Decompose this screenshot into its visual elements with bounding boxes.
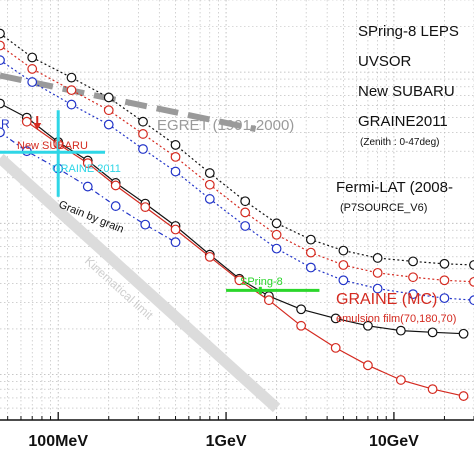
data-point-top-blue <box>439 293 450 304</box>
x-tick-label: 10GeV <box>369 433 419 450</box>
data-point-top-blue <box>138 144 148 154</box>
data-point-top-black <box>408 256 418 267</box>
data-point-mc-black <box>296 304 307 315</box>
spring8-point-label: SPring-8 <box>240 276 283 288</box>
x-tick-label: 100MeV <box>28 433 88 450</box>
legend-uvsor: UVSOR <box>358 53 412 70</box>
data-point-top-black <box>27 52 38 63</box>
data-point-top-red <box>338 260 349 270</box>
data-point-mc-red <box>204 251 215 262</box>
data-point-mc-red <box>140 202 151 213</box>
data-point-mc-red <box>170 224 181 235</box>
data-point-top-black <box>204 168 215 178</box>
data-point-top-blue <box>103 119 114 130</box>
series-line-egret <box>0 72 257 133</box>
data-point-top-blue <box>305 262 316 273</box>
data-point-top-blue <box>27 77 38 87</box>
data-point-mc-black <box>330 313 341 324</box>
data-point-top-black <box>138 116 148 127</box>
data-point-top-red <box>439 275 450 286</box>
data-point-top-red <box>204 179 215 190</box>
data-point-mc-black <box>363 320 373 331</box>
legend-zenith: (Zenith : 0-47deg) <box>360 137 440 148</box>
data-point-mc-red <box>110 180 121 191</box>
new-subaru-point-label: New SUBARU <box>17 140 88 152</box>
x-ticks: 100MeV 1GeV 10GeV <box>7 412 474 450</box>
data-point-top-black <box>305 234 316 245</box>
data-point-top-black <box>439 258 450 269</box>
legend-leps: SPring-8 LEPS <box>358 23 459 40</box>
data-point-top-red <box>103 105 114 116</box>
data-point-mc-red <box>330 342 341 353</box>
data-point-top-red <box>469 276 474 287</box>
data-point-mc-blue <box>140 219 151 230</box>
data-point-mc-blue <box>170 237 181 248</box>
data-point-mc-red <box>458 391 469 401</box>
fermi-sublabel: (P7SOURCE_V6) <box>340 202 427 214</box>
r-label: R <box>1 117 10 131</box>
data-point-mc-red <box>395 375 406 385</box>
legend-new-subaru: New SUBARU <box>358 83 455 100</box>
measurements-group <box>0 110 320 295</box>
reference-lines <box>0 72 281 413</box>
data-point-top-red <box>138 129 148 139</box>
data-point-top-blue <box>204 194 215 204</box>
data-point-top-black <box>170 140 181 150</box>
data-point-mc-black <box>395 325 406 336</box>
egret-label: EGRET (1991-2000) <box>157 117 294 134</box>
data-point-top-red <box>408 272 418 283</box>
data-point-top-red <box>66 85 77 96</box>
data-point-mc-blue <box>110 201 121 211</box>
data-point-top-blue <box>372 283 383 294</box>
data-point-top-black <box>338 245 349 256</box>
data-point-top-black <box>240 196 251 207</box>
data-point-mc-black <box>427 327 438 338</box>
data-point-mc-red <box>363 360 373 371</box>
data-point-top-blue <box>66 99 77 110</box>
data-point-top-red <box>372 267 383 278</box>
data-point-top-red <box>240 207 251 218</box>
data-point-top-black <box>103 92 114 103</box>
data-point-mc-red <box>427 384 438 395</box>
graine2011-point-label: GRAINE 2011 <box>52 163 121 175</box>
data-point-top-black <box>469 260 474 270</box>
data-point-mc-red <box>264 295 274 306</box>
data-point-top-red <box>0 40 5 51</box>
series-line-kinematical <box>0 154 281 413</box>
graine-mc-sublabel: emulsion film(70,180,70) <box>336 313 456 325</box>
x-tick-label: 1GeV <box>206 433 247 450</box>
data-point-mc-red <box>296 320 307 331</box>
data-point-top-red <box>271 229 282 240</box>
data-point-mc-blue <box>82 181 93 192</box>
fermi-label: Fermi-LAT (2008- <box>336 179 453 196</box>
data-point-mc-red <box>234 275 245 286</box>
data-point-top-red <box>305 247 316 258</box>
data-point-top-blue <box>469 295 474 306</box>
graine-mc-label: GRAINE (MC) <box>336 291 437 308</box>
data-point-top-black <box>0 28 5 39</box>
legend-graine2011: GRAINE2011 <box>358 113 448 130</box>
data-point-top-black <box>271 218 282 229</box>
series-line-top-blue <box>0 59 474 301</box>
data-point-mc-blue <box>0 127 5 138</box>
data-point-mc-red <box>21 116 32 127</box>
measurement-arrow-head <box>33 123 42 131</box>
grid <box>0 0 474 421</box>
data-point-mc-red <box>82 158 93 169</box>
data-point-top-red <box>27 64 38 74</box>
data-point-mc-black <box>458 328 469 339</box>
data-point-mc-black <box>0 98 5 109</box>
data-point-top-blue <box>240 221 251 231</box>
data-point-top-blue <box>408 289 418 300</box>
data-point-top-black <box>66 72 77 83</box>
data-point-top-blue <box>0 55 5 66</box>
data-point-top-black <box>372 253 383 263</box>
data-point-top-blue <box>338 275 349 286</box>
data-point-top-blue <box>170 166 181 177</box>
data-point-top-blue <box>271 243 282 254</box>
data-point-top-red <box>170 151 181 162</box>
